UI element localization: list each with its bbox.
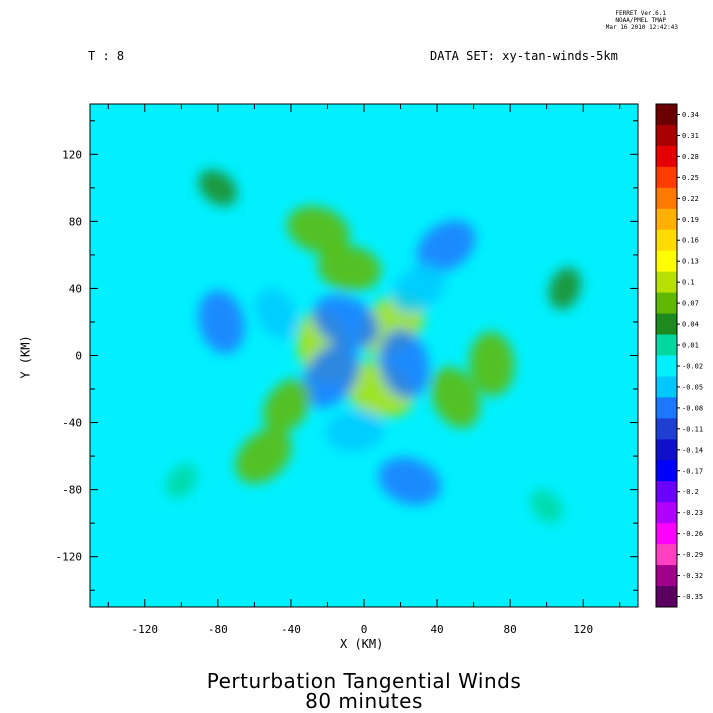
colorbar-label: -0.17 [682, 467, 703, 475]
y-tick-label: 40 [69, 282, 82, 295]
heatmap-feature-11 [263, 378, 312, 433]
colorbar-label: 0.04 [682, 321, 699, 329]
colorbar-swatch [656, 481, 677, 503]
colorbar-label: -0.08 [682, 404, 703, 412]
colorbar-label: -0.29 [682, 551, 703, 559]
colorbar-label: 0.13 [682, 258, 699, 266]
x-axis-label: X (KM) [340, 637, 384, 651]
y-tick-label: 0 [75, 350, 82, 363]
colorbar-swatch [656, 313, 677, 336]
colorbar-label: -0.32 [682, 572, 703, 580]
colorbar-label: 0.01 [682, 342, 699, 350]
colorbar-label: -0.2 [682, 488, 699, 496]
colorbar-swatch [656, 502, 677, 524]
colorbar-swatch [656, 397, 677, 419]
colorbar-label: -0.35 [682, 593, 703, 601]
colorbar-label: 0.19 [682, 216, 699, 224]
heatmap-feature-5 [303, 343, 360, 408]
colorbar-swatch [656, 376, 677, 398]
colorbar-swatch [656, 145, 677, 168]
plot-background [90, 104, 638, 607]
colorbar-swatch [656, 460, 677, 482]
x-tick-label: -80 [208, 623, 228, 636]
heatmap-feature-10 [235, 428, 292, 484]
colorbar-label: -0.14 [682, 446, 703, 454]
x-tick-label: 80 [504, 623, 517, 636]
colorbar-swatch [656, 565, 677, 587]
y-tick-label: 80 [69, 215, 82, 228]
heatmap-feature-13 [392, 264, 446, 313]
heatmap-feature-6 [286, 206, 350, 254]
y-tick-label: -120 [56, 551, 83, 564]
colorbar-swatch [656, 187, 677, 210]
heatmap-feature-18 [198, 169, 238, 207]
y-tick-label: -80 [62, 484, 82, 497]
colorbar-label: 0.07 [682, 300, 699, 308]
colorbar-swatch [656, 418, 677, 440]
y-tick-label: -40 [62, 417, 82, 430]
colorbar-label: 0.16 [682, 237, 699, 245]
y-axis-label: Y (KM) [18, 335, 33, 379]
heatmap-feature-23 [509, 177, 548, 215]
chart-title: Perturbation Tangential Winds [206, 669, 522, 693]
colorbar-label: 0.34 [682, 111, 699, 119]
y-tick-label: 120 [62, 148, 82, 161]
colorbar-label: 0.31 [682, 132, 699, 140]
colorbar-label: -0.02 [682, 362, 703, 370]
colorbar-label: -0.26 [682, 530, 703, 538]
heatmap-feature-21 [165, 463, 198, 499]
colorbar-swatch [656, 292, 677, 315]
heatmap-feature-4 [379, 329, 430, 399]
heatmap-feature-9 [430, 366, 481, 428]
colorbar-swatch [656, 250, 677, 273]
ferret-version: FERRET Ver.6.1 [615, 10, 666, 17]
colorbar-frame [655, 103, 678, 608]
heatmap-feature-14 [198, 290, 245, 354]
colorbar-swatch [656, 229, 677, 252]
heatmap-feature-22 [145, 234, 181, 276]
heatmap-feature-15 [255, 288, 298, 340]
x-tick-label: -120 [132, 623, 159, 636]
time-step-label: T : 8 [88, 49, 125, 63]
x-tick-label: 0 [361, 623, 368, 636]
chart-subtitle: 80 minutes [305, 689, 423, 713]
colorbar-label: 0.22 [682, 195, 699, 203]
colorbar-swatch [656, 104, 677, 126]
colorbar-swatch [656, 334, 677, 356]
heatmap-feature-3 [312, 295, 379, 349]
colorbar-label: 0.1 [682, 279, 695, 287]
x-tick-label: 120 [573, 623, 593, 636]
heatmap-feature-16 [378, 457, 442, 505]
heatmap-feature-7 [317, 245, 382, 292]
colorbar-label: 0.28 [682, 153, 699, 161]
heatmap-feature-8 [469, 331, 515, 397]
colorbar-swatch [656, 208, 677, 231]
colorbar-swatch [656, 271, 677, 294]
colorbar-swatch [656, 124, 677, 147]
x-tick-label: 40 [430, 623, 443, 636]
colorbar-swatch [656, 439, 677, 461]
heatmap-feature-17 [325, 410, 385, 452]
heatmap-feature-12 [416, 220, 476, 273]
x-tick-label: -40 [281, 623, 301, 636]
heatmap-feature-20 [530, 489, 564, 524]
colorbar-label: -0.23 [682, 509, 703, 517]
colorbar-swatch [656, 544, 677, 566]
heatmap-feature-19 [548, 267, 582, 310]
colorbar-label: -0.11 [682, 425, 703, 433]
colorbar-swatch [656, 166, 677, 189]
ferret-timestamp: Mar 16 2010 12:42:43 [605, 24, 678, 31]
colorbar-label: -0.05 [682, 383, 703, 391]
colorbar-label: 0.25 [682, 174, 699, 182]
ferret-org: NOAA/PMEL TMAP [615, 17, 666, 24]
colorbar-swatch [656, 523, 677, 545]
colorbar-swatch [656, 586, 677, 608]
colorbar-swatch [656, 355, 677, 377]
dataset-label: DATA SET: xy-tan-winds-5km [430, 49, 618, 63]
